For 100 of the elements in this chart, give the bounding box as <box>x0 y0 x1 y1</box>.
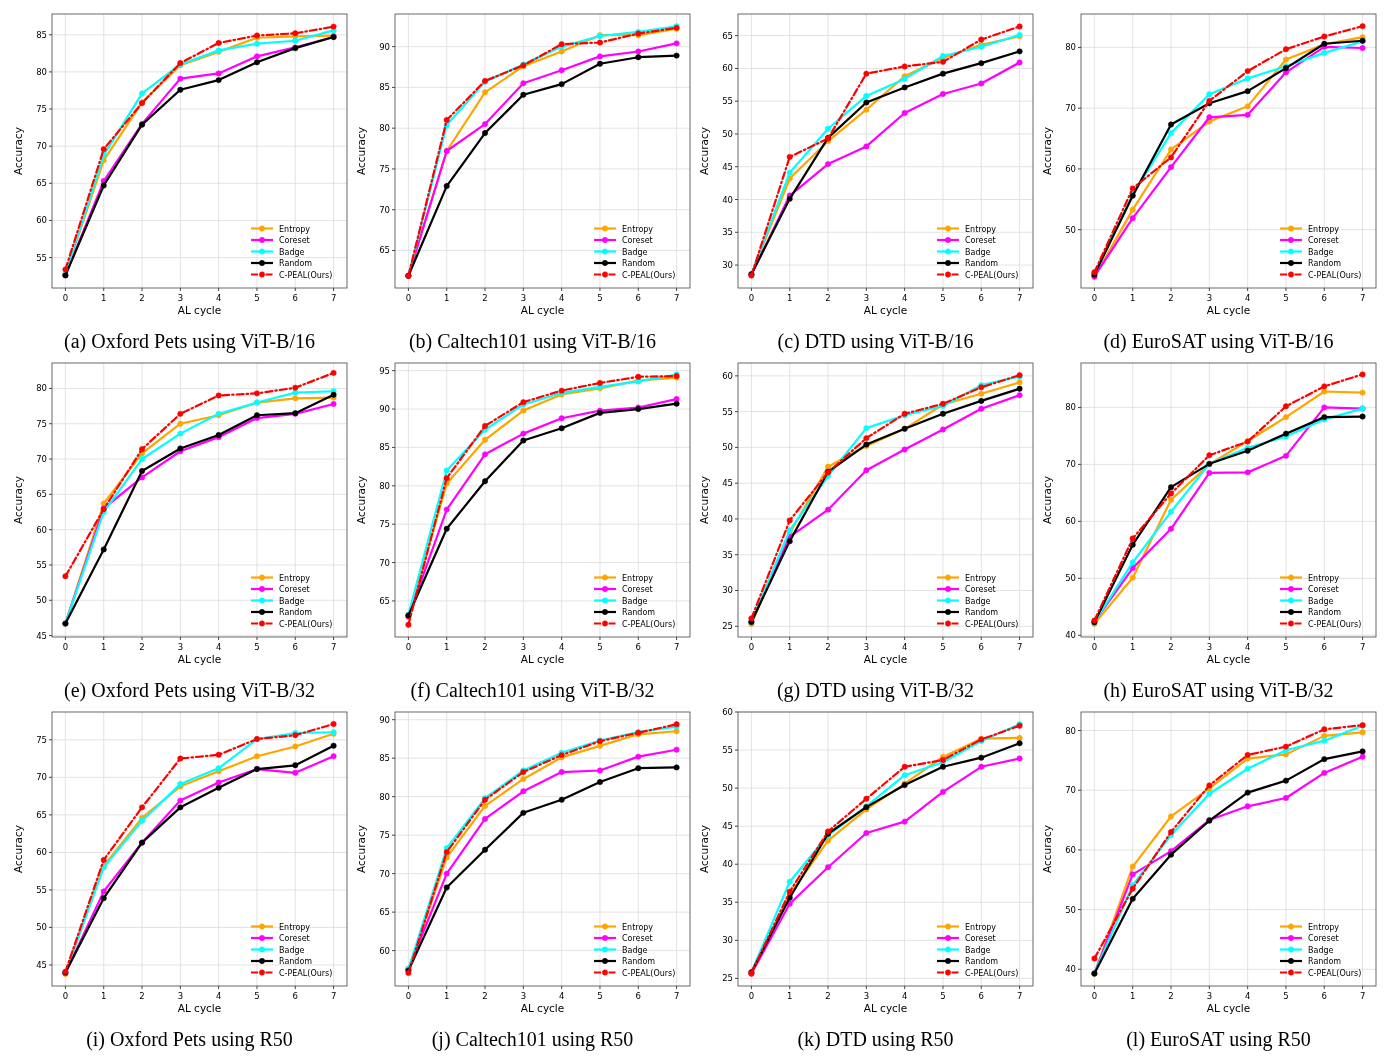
y-tick-label: 45 <box>722 161 733 172</box>
x-tick-label: 6 <box>978 642 984 652</box>
y-tick-label: 60 <box>1065 844 1076 855</box>
y-axis-title: Accuracy <box>12 127 24 175</box>
legend-label: C-PEAL(Ours) <box>279 968 333 978</box>
x-tick-label: 6 <box>1321 991 1327 1001</box>
y-tick-label: 70 <box>379 204 390 215</box>
y-tick-label: 60 <box>722 370 733 381</box>
x-axis-title: AL cycle <box>177 653 222 665</box>
x-tick-label: 3 <box>520 991 527 1001</box>
y-axis-title: Accuracy <box>1041 127 1053 175</box>
x-tick-label: 0 <box>748 642 755 652</box>
y-tick-label: 45 <box>36 959 47 970</box>
y-tick-label: 50 <box>1065 224 1076 235</box>
text: (i) Oxford Pets using R50 <box>86 1028 293 1051</box>
x-tick-label: 0 <box>62 642 69 652</box>
y-tick-label: 80 <box>379 791 390 802</box>
x-axis-title: AL cycle <box>863 1002 908 1014</box>
y-tick-label: 95 <box>379 365 390 376</box>
legend-label: Coreset <box>279 585 310 594</box>
x-tick-label: 0 <box>1091 991 1098 1001</box>
x-tick-label: 2 <box>825 642 831 652</box>
legend-label: C-PEAL(Ours) <box>1308 968 1362 978</box>
legend-label: Entropy <box>279 922 311 932</box>
legend-label: Entropy <box>965 224 997 234</box>
y-tick-label: 70 <box>1065 103 1076 114</box>
legend-label: Entropy <box>1308 573 1340 583</box>
x-tick-label: 7 <box>1359 991 1366 1001</box>
legend-label: Random <box>622 957 656 966</box>
y-tick-label: 40 <box>1065 964 1076 975</box>
y-tick-label: 80 <box>1065 402 1076 413</box>
legend-label: Random <box>965 259 999 268</box>
y-tick-label: 85 <box>379 442 390 453</box>
x-axis-title: AL cycle <box>1206 304 1251 316</box>
x-tick-label: 6 <box>978 991 984 1001</box>
y-axis-title: Accuracy <box>12 825 24 873</box>
legend-label: Entropy <box>965 922 997 932</box>
y-tick-label: 40 <box>722 859 733 870</box>
x-tick-label: 0 <box>1091 642 1098 652</box>
y-tick-label: 30 <box>722 585 733 596</box>
x-tick-label: 1 <box>1130 293 1136 303</box>
y-tick-label: 75 <box>379 830 390 841</box>
legend-label: Badge <box>1308 945 1334 955</box>
x-tick-label: 7 <box>673 293 680 303</box>
y-tick-label: 60 <box>1065 516 1076 527</box>
y-tick-label: 25 <box>722 973 733 984</box>
x-tick-label: 0 <box>62 991 69 1001</box>
legend-label: Entropy <box>622 922 654 932</box>
x-tick-label: 7 <box>1016 293 1023 303</box>
x-tick-label: 2 <box>1168 293 1174 303</box>
legend-label: Coreset <box>965 236 996 245</box>
legend-label: Random <box>622 259 656 268</box>
x-tick-label: 6 <box>1321 293 1327 303</box>
legend-label: C-PEAL(Ours) <box>279 619 333 629</box>
x-tick-label: 3 <box>1206 293 1213 303</box>
x-tick-label: 4 <box>901 293 908 303</box>
y-tick-label: 60 <box>379 945 390 956</box>
legend-label: C-PEAL(Ours) <box>965 619 1019 629</box>
y-tick-label: 75 <box>36 104 47 115</box>
x-tick-label: 4 <box>558 293 565 303</box>
y-tick-label: 65 <box>36 489 47 500</box>
x-tick-label: 4 <box>1244 991 1251 1001</box>
y-tick-label: 25 <box>722 621 733 632</box>
text: (a) Oxford Pets using ViT-B/16 <box>63 330 316 353</box>
legend-label: Badge <box>279 945 305 955</box>
y-tick-label: 45 <box>722 821 733 832</box>
y-axis-title: Accuracy <box>355 476 367 524</box>
y-tick-label: 70 <box>36 772 47 783</box>
y-tick-label: 40 <box>722 194 733 205</box>
legend-label: Coreset <box>1308 236 1339 245</box>
x-tick-label: 3 <box>520 642 527 652</box>
y-tick-label: 70 <box>1065 459 1076 470</box>
y-tick-label: 65 <box>36 809 47 820</box>
x-tick-label: 3 <box>520 293 527 303</box>
x-tick-label: 3 <box>177 293 184 303</box>
legend-label: Coreset <box>1308 585 1339 594</box>
x-tick-label: 2 <box>139 293 145 303</box>
y-tick-label: 70 <box>379 868 390 879</box>
y-tick-label: 50 <box>722 442 733 453</box>
y-tick-label: 80 <box>36 383 47 394</box>
x-tick-label: 0 <box>62 293 69 303</box>
y-tick-label: 60 <box>36 524 47 535</box>
text: (e) Oxford Pets using ViT-B/32 <box>63 679 316 702</box>
y-tick-label: 75 <box>36 734 47 745</box>
x-tick-label: 5 <box>940 293 946 303</box>
x-tick-label: 2 <box>482 991 488 1001</box>
y-tick-label: 55 <box>722 406 733 417</box>
x-tick-label: 6 <box>292 991 298 1001</box>
x-tick-label: 0 <box>748 991 755 1001</box>
x-tick-label: 1 <box>101 991 107 1001</box>
y-axis-title: Accuracy <box>698 825 710 873</box>
x-tick-label: 5 <box>940 991 946 1001</box>
legend-label: Coreset <box>279 934 310 943</box>
y-axis-title: Accuracy <box>698 476 710 524</box>
x-tick-label: 7 <box>330 293 337 303</box>
y-tick-label: 75 <box>379 519 390 530</box>
y-tick-label: 50 <box>36 922 47 933</box>
x-axis-title: AL cycle <box>863 653 908 665</box>
y-tick-label: 70 <box>379 557 390 568</box>
legend-label: Entropy <box>622 573 654 583</box>
